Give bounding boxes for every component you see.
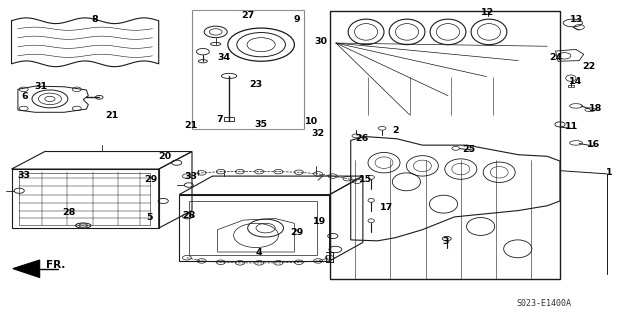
- Text: 13: 13: [570, 15, 582, 24]
- Text: 33: 33: [18, 171, 31, 180]
- Bar: [192, 10, 304, 129]
- Text: 17: 17: [380, 204, 393, 212]
- Text: 21: 21: [185, 121, 198, 130]
- Bar: [224, 117, 234, 121]
- Text: 30: 30: [315, 37, 328, 46]
- Bar: [568, 85, 574, 87]
- Text: 6: 6: [21, 92, 28, 101]
- Text: 25: 25: [462, 145, 475, 154]
- Text: 26: 26: [355, 134, 368, 143]
- Text: FR.: FR.: [46, 260, 65, 270]
- Text: 35: 35: [254, 120, 267, 129]
- Text: 32: 32: [312, 130, 324, 138]
- Text: 16: 16: [588, 140, 600, 149]
- Polygon shape: [13, 260, 40, 278]
- Text: 7: 7: [216, 115, 223, 124]
- Text: 27: 27: [242, 11, 255, 20]
- Text: 24: 24: [549, 53, 562, 62]
- Text: 19: 19: [314, 217, 326, 226]
- Text: 22: 22: [582, 63, 595, 71]
- Text: 23: 23: [250, 80, 262, 89]
- Text: 12: 12: [481, 8, 494, 17]
- Text: 4: 4: [255, 249, 262, 257]
- Text: 5: 5: [146, 213, 152, 222]
- Bar: [189, 201, 317, 255]
- Text: 18: 18: [589, 104, 602, 113]
- Text: 28: 28: [63, 208, 76, 217]
- Text: 21: 21: [106, 111, 118, 120]
- Text: 20: 20: [159, 152, 172, 161]
- Text: 8: 8: [92, 15, 98, 24]
- Text: 2: 2: [392, 126, 399, 135]
- Text: 14: 14: [570, 77, 582, 86]
- Text: 10: 10: [305, 117, 317, 126]
- Bar: [19, 173, 150, 225]
- Bar: [330, 11, 560, 279]
- Text: 33: 33: [184, 172, 197, 181]
- Text: 29: 29: [145, 175, 157, 184]
- Text: 28: 28: [182, 211, 195, 220]
- Text: 11: 11: [565, 122, 578, 130]
- Text: 31: 31: [35, 82, 47, 91]
- Text: 9: 9: [294, 15, 300, 24]
- Text: 34: 34: [218, 53, 230, 62]
- Text: 3: 3: [442, 237, 449, 246]
- Text: 29: 29: [291, 228, 303, 237]
- Text: 1: 1: [606, 168, 612, 177]
- Text: S023-E1400A: S023-E1400A: [516, 299, 572, 308]
- Text: 15: 15: [359, 175, 372, 184]
